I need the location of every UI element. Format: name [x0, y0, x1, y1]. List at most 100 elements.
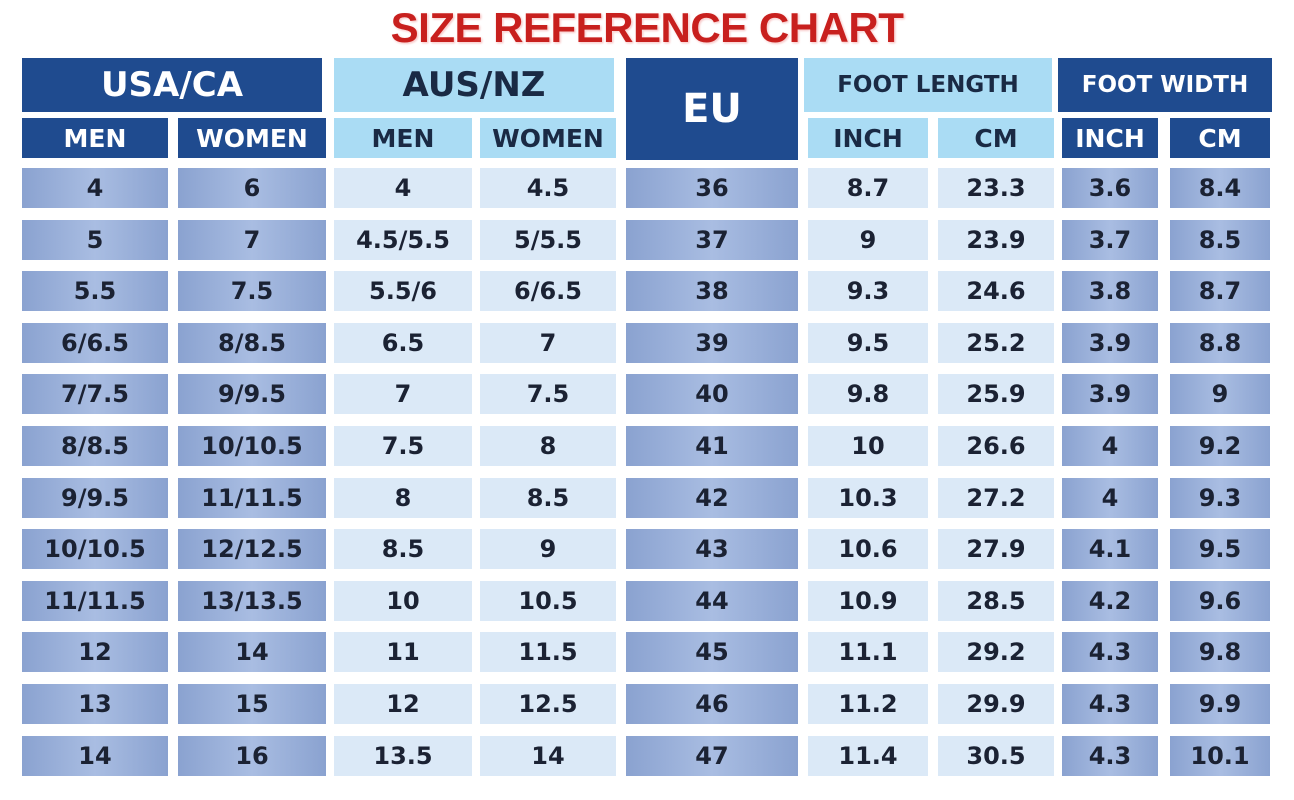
- table-cell: 23.9: [938, 219, 1054, 260]
- table-cell: 29.9: [938, 684, 1054, 724]
- table-cell: 10.9: [808, 580, 928, 621]
- table-cell: 8.7: [808, 168, 928, 208]
- table-cell: 23.3: [938, 168, 1054, 208]
- table-cell: 26.6: [938, 426, 1054, 466]
- table-cell: 7: [480, 322, 616, 363]
- table-cell: 6/6.5: [22, 322, 168, 363]
- table-cell: 8.5: [480, 477, 616, 518]
- table-cell: 9/9.5: [178, 374, 326, 415]
- table-cell: 11.4: [808, 735, 928, 776]
- table-cell: 4.2: [1062, 580, 1158, 621]
- table-cell: 6: [178, 168, 326, 208]
- table-cell: 8: [480, 426, 616, 466]
- table-cell: 11.5: [480, 632, 616, 673]
- table-cell: 11/11.5: [178, 477, 326, 518]
- table-cell: 8.5: [334, 529, 472, 570]
- table-cell: 7.5: [480, 374, 616, 415]
- table-cell: 25.9: [938, 374, 1054, 415]
- table-cell: 7: [334, 374, 472, 415]
- table-cell: 13: [22, 684, 168, 724]
- table-cell: 36: [626, 168, 798, 208]
- sub-header: MEN: [334, 118, 472, 158]
- table-cell: 10/10.5: [22, 529, 168, 570]
- table-cell: 8.4: [1170, 168, 1270, 208]
- table-cell: 45: [626, 632, 798, 673]
- table-cell: 24.6: [938, 271, 1054, 312]
- group-header: EU: [626, 58, 798, 160]
- table-cell: 8.8: [1170, 322, 1270, 363]
- table-cell: 9.8: [808, 374, 928, 415]
- table-cell: 5/5.5: [480, 219, 616, 260]
- table-cell: 4.1: [1062, 529, 1158, 570]
- table-cell: 46: [626, 684, 798, 724]
- table-cell: 9: [808, 219, 928, 260]
- table-cell: 4.3: [1062, 632, 1158, 673]
- table-cell: 16: [178, 735, 326, 776]
- table-cell: 28.5: [938, 580, 1054, 621]
- table-cell: 9/9.5: [22, 477, 168, 518]
- table-cell: 9.3: [808, 271, 928, 312]
- table-cell: 10/10.5: [178, 426, 326, 466]
- table-cell: 29.2: [938, 632, 1054, 673]
- table-cell: 40: [626, 374, 798, 415]
- group-header: FOOT LENGTH: [804, 58, 1052, 112]
- sub-header: WOMEN: [178, 118, 326, 158]
- table-cell: 4: [334, 168, 472, 208]
- table-cell: 8/8.5: [178, 322, 326, 363]
- table-cell: 9: [1170, 374, 1270, 415]
- group-header: USA/CA: [22, 58, 322, 112]
- table-cell: 43: [626, 529, 798, 570]
- table-cell: 12: [334, 684, 472, 724]
- table-cell: 10.6: [808, 529, 928, 570]
- table-cell: 4.5/5.5: [334, 219, 472, 260]
- sub-header: WOMEN: [480, 118, 616, 158]
- table-cell: 7/7.5: [22, 374, 168, 415]
- table-cell: 6.5: [334, 322, 472, 363]
- sub-header: INCH: [808, 118, 928, 158]
- table-cell: 10.1: [1170, 735, 1270, 776]
- table-cell: 11.2: [808, 684, 928, 724]
- table-cell: 25.2: [938, 322, 1054, 363]
- table-cell: 4.3: [1062, 684, 1158, 724]
- table-cell: 12: [22, 632, 168, 673]
- table-cell: 10.3: [808, 477, 928, 518]
- table-cell: 37: [626, 219, 798, 260]
- table-cell: 8.7: [1170, 271, 1270, 312]
- table-cell: 9: [480, 529, 616, 570]
- table-cell: 9.3: [1170, 477, 1270, 518]
- table-cell: 12/12.5: [178, 529, 326, 570]
- sub-header: MEN: [22, 118, 168, 158]
- table-cell: 47: [626, 735, 798, 776]
- sub-header: CM: [1170, 118, 1270, 158]
- table-cell: 42: [626, 477, 798, 518]
- table-cell: 7: [178, 219, 326, 260]
- table-cell: 5.5/6: [334, 271, 472, 312]
- table-cell: 11.1: [808, 632, 928, 673]
- table-cell: 4.5: [480, 168, 616, 208]
- table-cell: 12.5: [480, 684, 616, 724]
- table-cell: 14: [178, 632, 326, 673]
- table-cell: 7.5: [334, 426, 472, 466]
- table-cell: 30.5: [938, 735, 1054, 776]
- table-cell: 3.7: [1062, 219, 1158, 260]
- table-cell: 14: [480, 735, 616, 776]
- table-cell: 4: [1062, 426, 1158, 466]
- table-cell: 9.9: [1170, 684, 1270, 724]
- table-cell: 10: [808, 426, 928, 466]
- table-cell: 3.9: [1062, 374, 1158, 415]
- table-cell: 6/6.5: [480, 271, 616, 312]
- table-cell: 9.6: [1170, 580, 1270, 621]
- group-header: AUS/NZ: [334, 58, 614, 112]
- table-cell: 27.9: [938, 529, 1054, 570]
- table-cell: 27.2: [938, 477, 1054, 518]
- table-cell: 11/11.5: [22, 580, 168, 621]
- table-cell: 11: [334, 632, 472, 673]
- sub-header: CM: [938, 118, 1054, 158]
- table-cell: 9.2: [1170, 426, 1270, 466]
- table-cell: 15: [178, 684, 326, 724]
- sub-header: INCH: [1062, 118, 1158, 158]
- table-cell: 10.5: [480, 580, 616, 621]
- table-cell: 4: [22, 168, 168, 208]
- table-cell: 8.5: [1170, 219, 1270, 260]
